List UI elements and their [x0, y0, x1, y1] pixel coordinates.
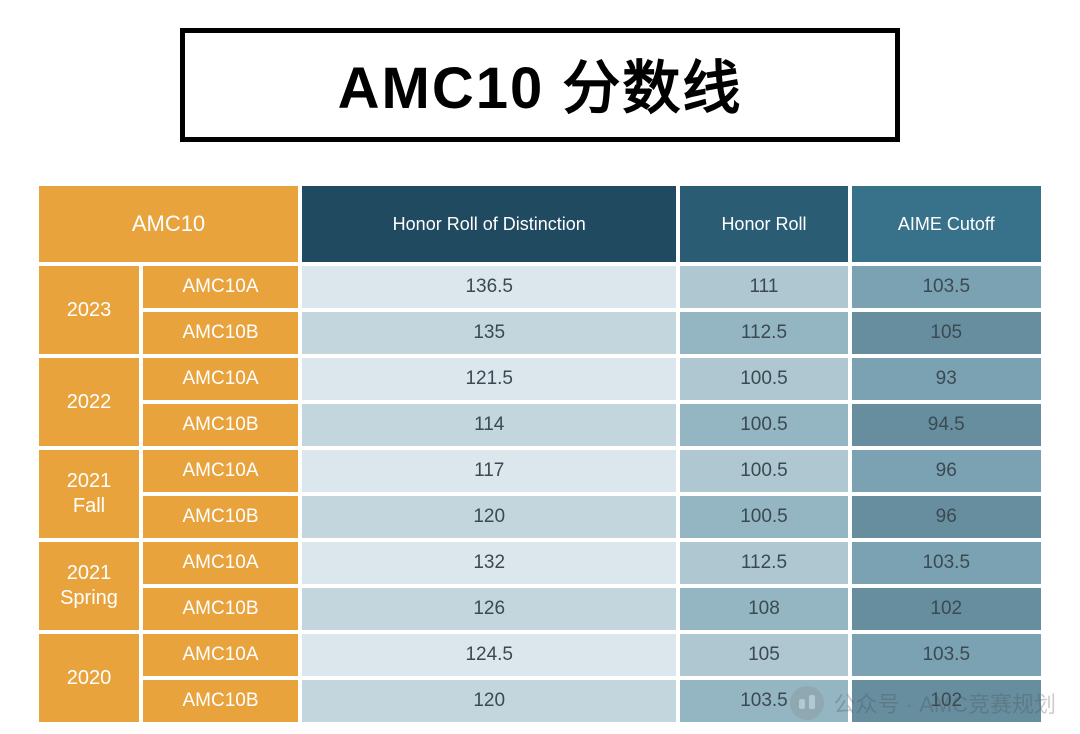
value-cell: 100.5	[680, 404, 847, 446]
value-cell: 112.5	[680, 542, 847, 584]
value-cell: 94.5	[852, 404, 1042, 446]
header-col-0: Honor Roll of Distinction	[302, 186, 676, 262]
value-cell: 126	[302, 588, 676, 630]
value-cell: 103.5	[852, 266, 1042, 308]
value-cell: 120	[302, 496, 676, 538]
header-col-2: AIME Cutoff	[852, 186, 1042, 262]
header-col-1: Honor Roll	[680, 186, 847, 262]
value-cell: 100.5	[680, 496, 847, 538]
year-cell: 2023	[39, 266, 139, 354]
score-table: AMC10Honor Roll of DistinctionHonor Roll…	[35, 182, 1045, 726]
table-row: AMC10B135112.5105	[39, 312, 1041, 354]
value-cell: 108	[680, 588, 847, 630]
exam-cell: AMC10A	[143, 542, 298, 584]
exam-cell: AMC10B	[143, 312, 298, 354]
value-cell: 96	[852, 450, 1042, 492]
exam-cell: AMC10B	[143, 496, 298, 538]
year-cell: 2021Spring	[39, 542, 139, 630]
page-title: AMC10 分数线	[185, 41, 895, 125]
watermark-text: 公众号 · AMC竞赛规划	[834, 687, 1056, 719]
table-row: 2023AMC10A136.5111103.5	[39, 266, 1041, 308]
value-cell: 100.5	[680, 450, 847, 492]
value-cell: 100.5	[680, 358, 847, 400]
table-row: 2021SpringAMC10A132112.5103.5	[39, 542, 1041, 584]
year-cell: 2022	[39, 358, 139, 446]
value-cell: 105	[680, 634, 847, 676]
value-cell: 102	[852, 588, 1042, 630]
value-cell: 120	[302, 680, 676, 722]
value-cell: 112.5	[680, 312, 847, 354]
value-cell: 93	[852, 358, 1042, 400]
value-cell: 124.5	[302, 634, 676, 676]
table-row: 2022AMC10A121.5100.593	[39, 358, 1041, 400]
title-box: AMC10 分数线	[180, 28, 900, 142]
value-cell: 117	[302, 450, 676, 492]
exam-cell: AMC10A	[143, 358, 298, 400]
table-row: 2021FallAMC10A117100.596	[39, 450, 1041, 492]
watermark: 公众号 · AMC竞赛规划	[790, 686, 1056, 720]
value-cell: 105	[852, 312, 1042, 354]
year-cell: 2021Fall	[39, 450, 139, 538]
wechat-icon	[790, 686, 824, 720]
value-cell: 121.5	[302, 358, 676, 400]
table-row: AMC10B120100.596	[39, 496, 1041, 538]
value-cell: 111	[680, 266, 847, 308]
exam-cell: AMC10A	[143, 450, 298, 492]
score-table-wrap: AMC10Honor Roll of DistinctionHonor Roll…	[35, 182, 1045, 726]
value-cell: 136.5	[302, 266, 676, 308]
exam-cell: AMC10B	[143, 404, 298, 446]
year-cell: 2020	[39, 634, 139, 722]
exam-cell: AMC10A	[143, 634, 298, 676]
value-cell: 103.5	[852, 542, 1042, 584]
table-row: AMC10B114100.594.5	[39, 404, 1041, 446]
value-cell: 114	[302, 404, 676, 446]
exam-cell: AMC10B	[143, 680, 298, 722]
value-cell: 132	[302, 542, 676, 584]
value-cell: 103.5	[852, 634, 1042, 676]
value-cell: 135	[302, 312, 676, 354]
table-row: AMC10B126108102	[39, 588, 1041, 630]
exam-cell: AMC10A	[143, 266, 298, 308]
header-left: AMC10	[39, 186, 298, 262]
value-cell: 96	[852, 496, 1042, 538]
table-row: 2020AMC10A124.5105103.5	[39, 634, 1041, 676]
exam-cell: AMC10B	[143, 588, 298, 630]
